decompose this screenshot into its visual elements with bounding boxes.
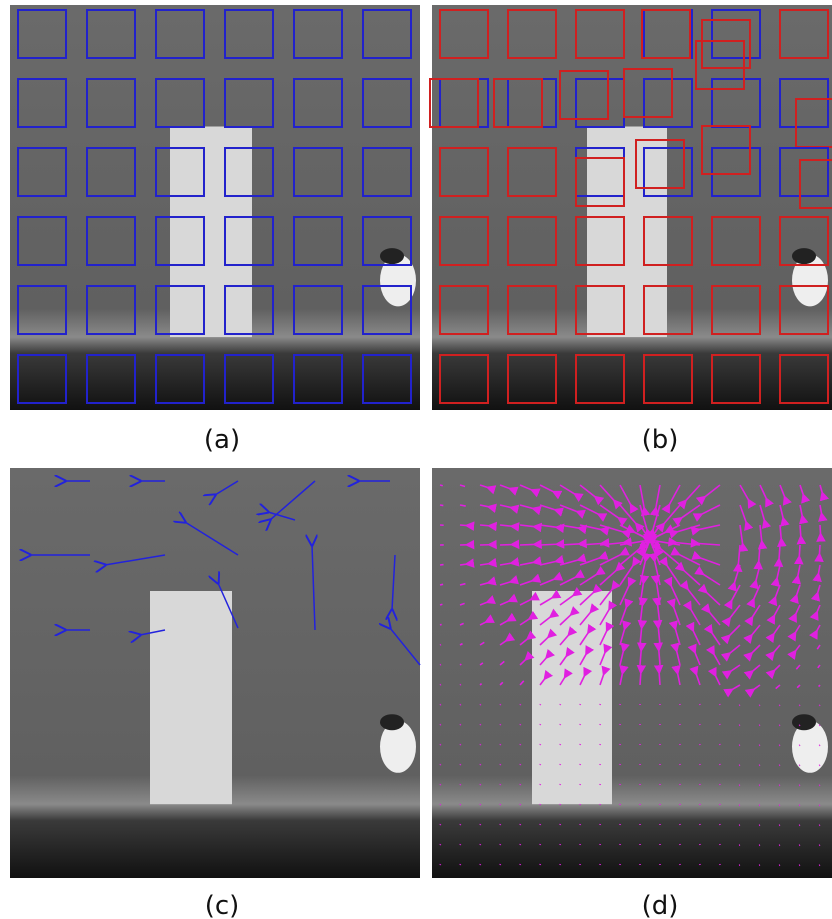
flow-arrow bbox=[460, 505, 466, 506]
flow-arrow bbox=[819, 765, 820, 766]
flow-arrow bbox=[480, 804, 481, 805]
object-shadow bbox=[792, 714, 816, 730]
flow-arrow bbox=[540, 724, 541, 725]
flow-arrow bbox=[640, 651, 641, 665]
flow-arrow bbox=[440, 824, 441, 825]
flow-arrow bbox=[480, 784, 481, 785]
pillar bbox=[532, 591, 612, 804]
flow-arrow bbox=[460, 824, 461, 825]
flow-arrow bbox=[440, 584, 443, 585]
flow-arrow bbox=[480, 744, 481, 745]
flow-arrow bbox=[440, 664, 441, 665]
flow-arrow bbox=[480, 704, 481, 705]
flow-arrow bbox=[540, 704, 541, 705]
flow-arrow bbox=[440, 864, 441, 865]
flow-arrow bbox=[779, 705, 780, 706]
flow-arrow bbox=[480, 824, 481, 825]
flow-arrow bbox=[520, 764, 521, 765]
flow-arrow bbox=[500, 704, 501, 705]
flow-arrow bbox=[440, 684, 441, 685]
flow-arrow bbox=[819, 725, 820, 726]
object-shadow bbox=[380, 248, 404, 264]
flow-arrow bbox=[799, 545, 800, 556]
flow-arrow bbox=[799, 765, 800, 766]
flow-arrow bbox=[540, 544, 556, 545]
flow-arrow bbox=[460, 804, 461, 805]
flow-arrow bbox=[799, 745, 800, 746]
flow-arrow bbox=[819, 745, 820, 746]
flow-arrow bbox=[779, 725, 780, 726]
object-shadow bbox=[380, 714, 404, 730]
flow-arrow bbox=[440, 704, 441, 705]
flow-arrow bbox=[640, 673, 641, 685]
flow-arrow bbox=[560, 544, 579, 545]
flow-arrow bbox=[659, 651, 660, 665]
flow-arrow bbox=[440, 844, 441, 845]
flow-arrow bbox=[460, 844, 461, 845]
flow-arrow bbox=[520, 544, 534, 545]
flow-arrow bbox=[440, 604, 442, 605]
object-shadow bbox=[792, 248, 816, 264]
flow-arrow bbox=[799, 705, 800, 706]
pillar bbox=[170, 127, 252, 338]
pillar bbox=[150, 591, 232, 804]
flow-arrow bbox=[779, 545, 780, 559]
flow-arrow bbox=[460, 724, 461, 725]
flow-arrow bbox=[820, 525, 821, 534]
flow-arrow bbox=[440, 804, 441, 805]
flow-arrow bbox=[520, 724, 521, 725]
panel-label: (c) bbox=[205, 891, 240, 919]
flow-arrow bbox=[659, 673, 660, 685]
flow-arrow bbox=[460, 744, 461, 745]
flow-arrow bbox=[500, 525, 511, 526]
flow-arrow bbox=[759, 705, 760, 706]
flow-arrow bbox=[480, 724, 481, 725]
flow-arrow bbox=[819, 785, 820, 786]
flow-arrow bbox=[440, 624, 442, 625]
flow-arrow bbox=[500, 744, 501, 745]
flow-arrow bbox=[520, 744, 521, 745]
flow-arrow bbox=[779, 745, 780, 746]
flow-arrow bbox=[460, 864, 461, 865]
flow-arrow bbox=[460, 664, 461, 665]
flow-arrow bbox=[799, 725, 800, 726]
flow-arrow bbox=[800, 525, 801, 536]
flow-arrow bbox=[440, 485, 443, 486]
flow-arrow bbox=[460, 684, 461, 685]
page: (a)(b)(c)(d) (() => { const data = JSON.… bbox=[0, 0, 832, 919]
flow-arrow bbox=[440, 505, 443, 506]
panel-label: (a) bbox=[204, 425, 240, 455]
flow-arrow bbox=[819, 805, 820, 806]
flow-arrow bbox=[440, 724, 441, 725]
figure: (a) (b) (c) (d) bbox=[0, 0, 832, 919]
flow-arrow bbox=[819, 685, 820, 687]
panel-label: (d) bbox=[642, 891, 679, 919]
flow-arrow bbox=[460, 704, 461, 705]
flow-arrow bbox=[480, 684, 482, 685]
flow-arrow bbox=[520, 704, 521, 705]
flow-arrow bbox=[440, 764, 441, 765]
flow-arrow bbox=[460, 784, 461, 785]
flow-arrow bbox=[460, 764, 461, 765]
flow-arrow bbox=[500, 764, 501, 765]
flow-arrow bbox=[480, 764, 481, 765]
flow-arrow bbox=[500, 724, 501, 725]
flow-arrow bbox=[440, 744, 441, 745]
image bbox=[432, 468, 832, 878]
flow-arrow bbox=[500, 784, 501, 785]
flow-arrow bbox=[819, 545, 820, 554]
flow-arrow bbox=[440, 784, 441, 785]
flow-arrow bbox=[819, 705, 820, 706]
panel-label: (b) bbox=[642, 425, 679, 455]
flow-arrow bbox=[460, 564, 466, 565]
flow-arrow bbox=[480, 525, 489, 526]
